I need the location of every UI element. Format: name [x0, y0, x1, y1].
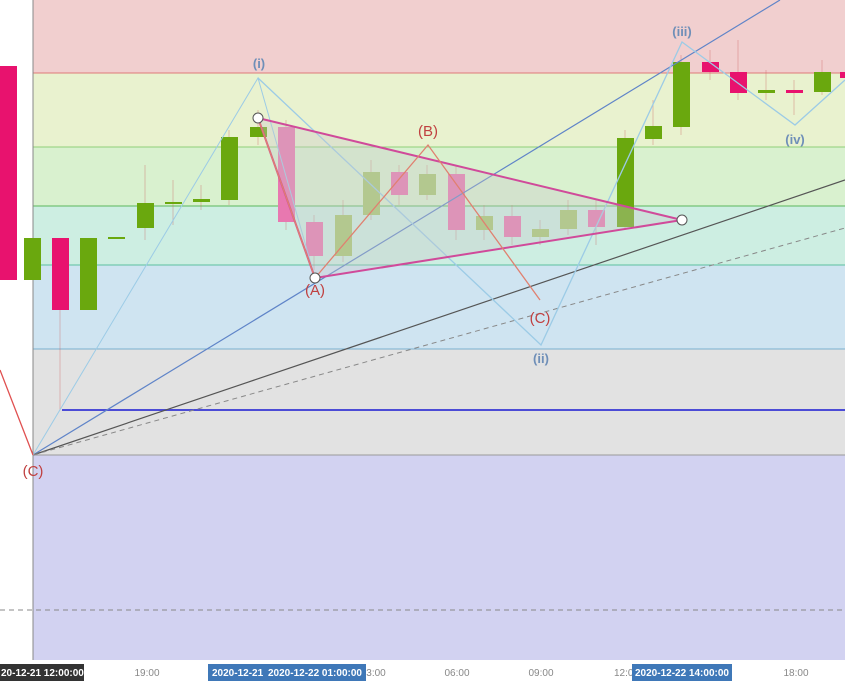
abc-line — [0, 369, 34, 456]
handle[interactable] — [309, 272, 321, 284]
candle — [193, 199, 210, 202]
wave-label: (ii) — [533, 351, 549, 366]
tick-label: 12:0 — [614, 668, 634, 679]
time-badge-text: 2020-12-22 14:00:00 — [635, 668, 729, 679]
candle — [391, 172, 408, 195]
time-axis: 19:00 3:00 06:00 09:00 12:0 18:00 20-12-… — [0, 660, 845, 684]
wave-label: (A) — [305, 282, 325, 299]
candle — [840, 72, 845, 78]
candle — [108, 237, 125, 239]
wave-line — [257, 41, 845, 347]
candle — [250, 127, 267, 137]
band — [33, 206, 845, 265]
candle — [786, 90, 803, 93]
candle — [221, 137, 238, 200]
abc-line — [257, 117, 541, 301]
handle[interactable] — [252, 112, 264, 124]
wave-label: (C) — [23, 463, 44, 480]
candle — [532, 229, 549, 237]
trend-line — [32, 0, 781, 456]
candle — [137, 203, 154, 228]
candle — [419, 174, 436, 195]
tick-label: 3:00 — [366, 668, 386, 679]
candle — [52, 238, 69, 310]
time-badge — [208, 664, 366, 681]
candle — [702, 62, 719, 72]
handle[interactable] — [676, 214, 688, 226]
time-badge-text: 20-12-21 12:00:00 — [1, 668, 84, 679]
candle — [24, 238, 41, 280]
candle — [645, 126, 662, 139]
band — [33, 0, 845, 73]
band — [33, 147, 845, 206]
wave-label: (i) — [253, 56, 265, 71]
candle — [814, 72, 831, 92]
wave-label: (iii) — [672, 24, 692, 39]
time-badge — [0, 664, 84, 681]
candle — [448, 174, 465, 230]
band — [33, 265, 845, 349]
trend-line — [32, 227, 845, 456]
candle — [335, 215, 352, 256]
wave-label: (B) — [418, 123, 438, 140]
drawings — [0, 0, 845, 611]
trend-line — [32, 179, 845, 456]
band — [33, 455, 845, 660]
candle — [306, 222, 323, 256]
candle — [0, 66, 17, 280]
tick-label: 18:00 — [783, 668, 808, 679]
wave-label: (iv) — [785, 132, 805, 147]
tick-label: 06:00 — [444, 668, 469, 679]
candle — [80, 238, 97, 310]
time-badge-text: 2020-12-22 01:00:00 — [268, 668, 362, 679]
time-badge-text: 2020-12-21 — [212, 668, 264, 679]
fib-bands — [32, 0, 845, 660]
tick-label: 19:00 — [134, 668, 159, 679]
candle — [560, 210, 577, 229]
tick-label: 09:00 — [528, 668, 553, 679]
candle — [673, 62, 690, 127]
candle — [730, 72, 747, 93]
candle — [363, 172, 380, 215]
band — [33, 349, 845, 455]
candle — [278, 127, 295, 222]
candle — [758, 90, 775, 93]
time-badge — [632, 664, 732, 681]
wave-labels: (i) (ii) (iii) (iv) (A) (B) (C) (C) — [23, 24, 805, 480]
wave-label: (C) — [530, 310, 551, 327]
candle — [588, 210, 605, 227]
candle — [504, 216, 521, 237]
band — [33, 73, 845, 147]
candle — [165, 202, 182, 204]
